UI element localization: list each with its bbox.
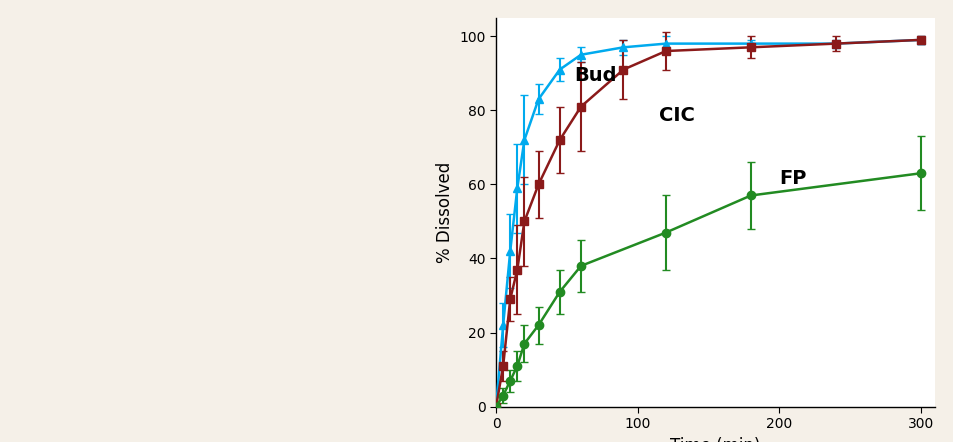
X-axis label: Time (min): Time (min) (670, 437, 760, 442)
Text: Bud: Bud (574, 66, 616, 85)
Y-axis label: % Dissolved: % Dissolved (436, 161, 454, 263)
Text: CIC: CIC (659, 107, 694, 126)
Text: FP: FP (779, 169, 805, 188)
